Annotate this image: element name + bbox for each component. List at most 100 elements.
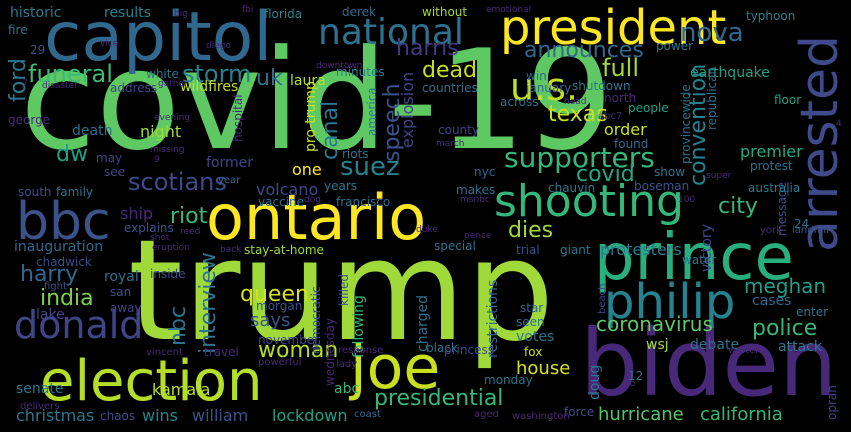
cloud-word: attack [778, 339, 822, 355]
cloud-word: chadwick [36, 255, 92, 269]
cloud-word: power [656, 39, 694, 53]
cloud-word: biden [580, 310, 838, 417]
cloud-word: u.s. [510, 65, 579, 109]
cloud-word: without [422, 5, 468, 19]
cloud-word: year [218, 175, 241, 186]
cloud-word: california [700, 404, 783, 425]
cloud-word: donald [14, 303, 144, 347]
cloud-word: found [614, 137, 649, 151]
cloud-word: premier [740, 142, 803, 161]
cloud-word: results [104, 5, 151, 21]
cloud-word: night [140, 122, 182, 141]
cloud-word: walter [728, 345, 760, 356]
cloud-word: suez [340, 152, 400, 182]
cloud-word: delivers [20, 401, 60, 412]
cloud-word: presidential [374, 386, 504, 411]
cloud-word: seen [516, 315, 545, 329]
cloud-word: historic [10, 5, 62, 21]
cloud-word: trial [516, 243, 540, 257]
cloud-word: chauvin [548, 181, 596, 195]
cloud-word: cases [752, 293, 792, 309]
cloud-word: force [564, 405, 595, 419]
cloud-word: enter [796, 305, 829, 319]
cloud-word: woman [258, 338, 339, 363]
cloud-word: killed [337, 274, 351, 306]
cloud-word: big [174, 9, 188, 19]
cloud-word: william [192, 406, 249, 425]
cloud-word: landfall [792, 225, 829, 236]
cloud-word: florida [264, 7, 303, 21]
cloud-word: storm [182, 60, 252, 88]
cloud-word: christmas [16, 406, 95, 425]
cloud-word: dead [422, 58, 477, 83]
cloud-word: protesters [600, 240, 682, 259]
cloud-word: royal [104, 269, 139, 285]
cloud-word: shooting [494, 176, 684, 227]
cloud-word: order [604, 120, 647, 139]
cloud-word: democratic [309, 286, 323, 354]
cloud-word: family [56, 185, 94, 199]
cloud-word: australia [748, 181, 801, 195]
cloud-word: msnbc [460, 195, 490, 205]
cloud-word: south [18, 185, 52, 199]
cloud-word: president [500, 0, 727, 56]
cloud-word: star [520, 301, 544, 315]
cloud-word: explosion [398, 71, 417, 148]
cloud-word: texas [548, 102, 608, 127]
cloud-word: 29 [30, 43, 46, 57]
cloud-word: york [760, 225, 782, 236]
cloud-word: republican [705, 66, 719, 130]
cloud-word: trump [128, 210, 555, 373]
cloud-word: canal [318, 100, 343, 160]
cloud-word: national [318, 12, 464, 53]
cloud-word: show [654, 165, 686, 179]
cloud-word: fire [8, 23, 28, 37]
cloud-word: dw [56, 142, 88, 167]
cloud-word: white [146, 67, 179, 81]
cloud-word: beach [597, 283, 608, 314]
cloud-word: scotians [128, 168, 227, 196]
cloud-word: diego [206, 41, 231, 51]
cloud-word: years [324, 179, 358, 193]
cloud-word: oprah [825, 385, 839, 420]
cloud-word: powerful [258, 357, 302, 368]
cloud-word: death [72, 123, 113, 139]
cloud-word: covid [576, 162, 635, 187]
cloud-word: coast [354, 409, 381, 420]
cloud-word: joe [350, 333, 441, 403]
cloud-word: missing [150, 145, 185, 155]
cloud-word: hurricane [598, 404, 684, 425]
cloud-word: riots [342, 147, 369, 161]
cloud-word: wsj [646, 337, 669, 353]
cloud-word: gather [158, 79, 188, 89]
cloud-word: nova [680, 18, 744, 48]
cloud-word: evening [154, 113, 191, 123]
cloud-word: january [526, 81, 572, 95]
cloud-word: house [516, 358, 571, 379]
cloud-word: super [706, 171, 732, 181]
cloud-word: election [40, 349, 263, 414]
cloud-word: giant [560, 243, 591, 257]
cloud-word: covid-19 [20, 20, 614, 181]
cloud-word: disaster [42, 81, 78, 91]
cloud-word: reed [180, 227, 201, 237]
cloud-word: pro-trump [303, 81, 319, 152]
cloud-word: lake [36, 307, 65, 323]
cloud-word: george [8, 113, 51, 127]
cloud-word: doug [587, 364, 603, 400]
cloud-word: funeral [28, 60, 113, 88]
cloud-word: may [96, 151, 123, 165]
cloud-word: abc [334, 381, 360, 397]
cloud-word: 2 [606, 389, 612, 399]
cloud-word: makes [456, 183, 496, 197]
cloud-word: capitol [44, 0, 273, 77]
cloud-word: stay-at-home [244, 243, 324, 257]
cloud-word: nbc [166, 305, 191, 346]
cloud-word: debate [690, 337, 740, 353]
cloud-word: aged [474, 409, 499, 420]
cloud-word: explains [124, 221, 174, 235]
cloud-word: queen [240, 282, 309, 307]
cloud-word: announces [524, 38, 644, 63]
cloud-word: special [434, 239, 476, 253]
